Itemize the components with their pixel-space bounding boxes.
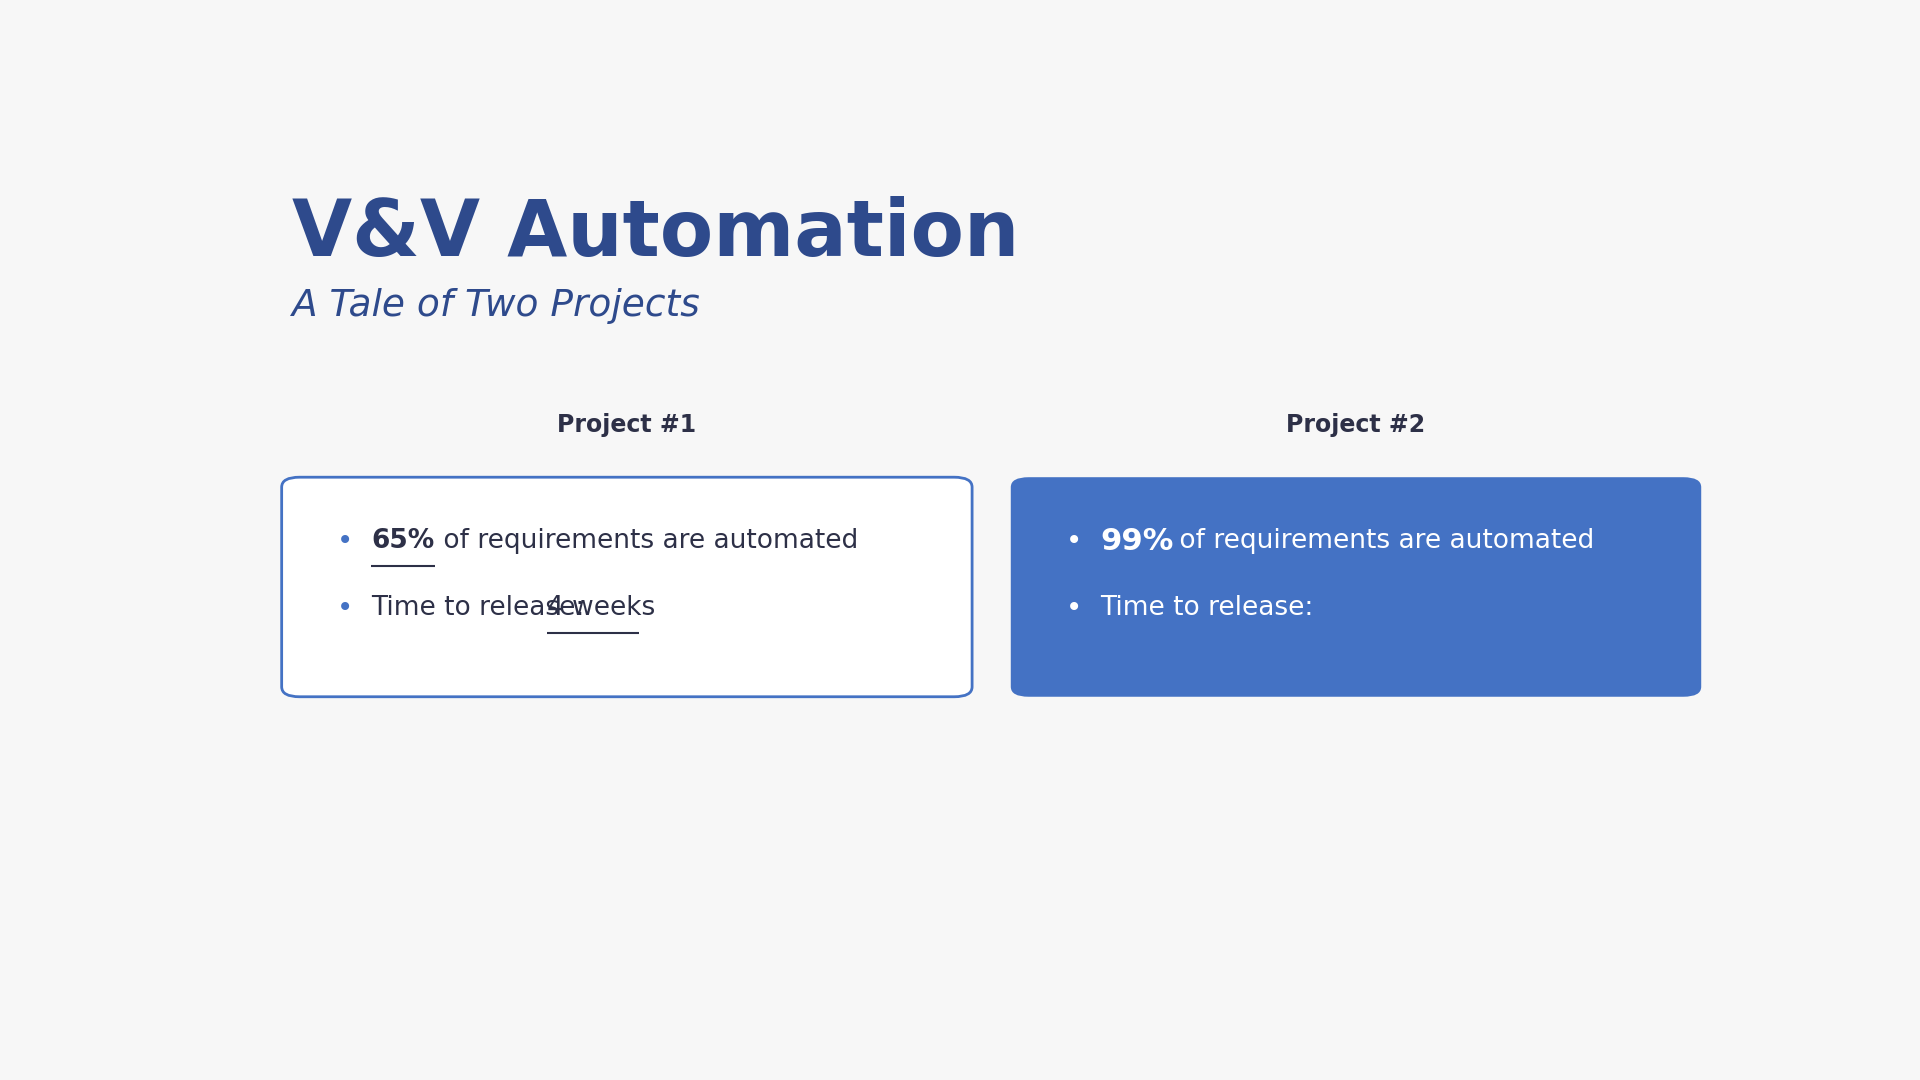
FancyBboxPatch shape: [282, 477, 972, 697]
Text: •: •: [1066, 527, 1083, 555]
Text: of requirements are automated: of requirements are automated: [436, 528, 858, 554]
Text: Project #1: Project #1: [557, 414, 697, 437]
Text: 65%: 65%: [371, 528, 434, 554]
Text: •: •: [336, 527, 353, 555]
Text: 4 weeks: 4 weeks: [547, 595, 655, 621]
Text: of requirements are automated: of requirements are automated: [1171, 528, 1596, 554]
Text: Time to release:: Time to release:: [1100, 595, 1313, 621]
Text: A Tale of Two Projects: A Tale of Two Projects: [292, 287, 699, 324]
Text: Project #2: Project #2: [1286, 414, 1425, 437]
FancyBboxPatch shape: [1010, 477, 1701, 697]
Text: V&V Automation: V&V Automation: [292, 197, 1020, 272]
Text: Time to release:: Time to release:: [371, 595, 593, 621]
Text: •: •: [336, 594, 353, 622]
Text: •: •: [1066, 594, 1083, 622]
Text: 99%: 99%: [1100, 527, 1173, 556]
